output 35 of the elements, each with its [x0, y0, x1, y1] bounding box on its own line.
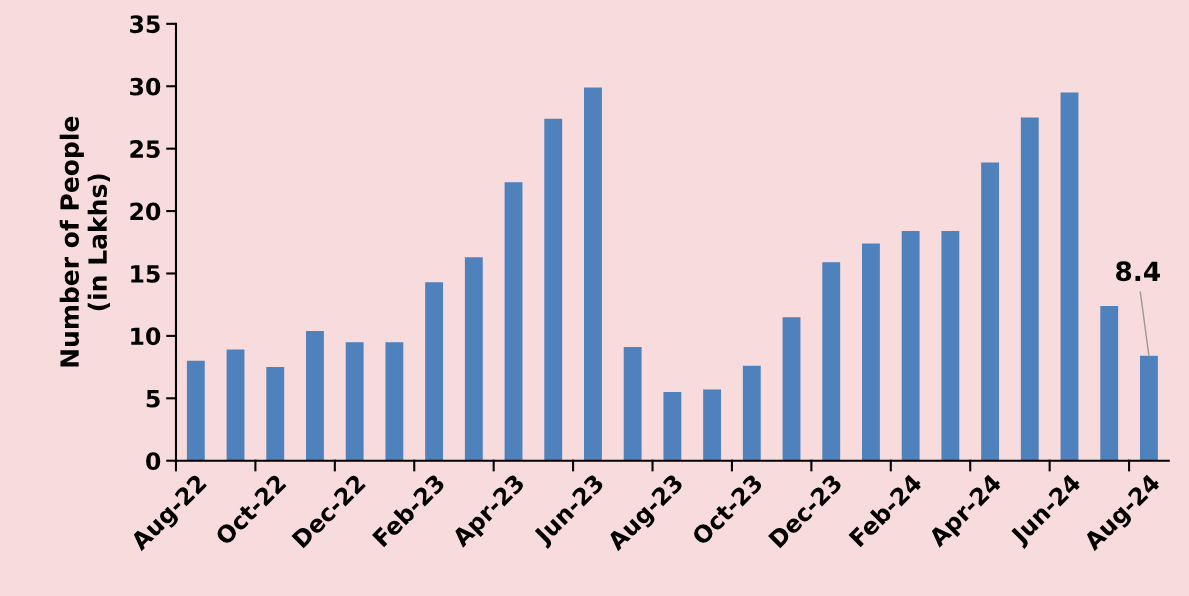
- bar: [186, 360, 205, 461]
- y-tick-label: 0: [146, 452, 161, 471]
- bar: [663, 392, 682, 461]
- bar: [941, 231, 960, 461]
- y-tick-label: 15: [131, 265, 160, 283]
- data-label: 8.4: [1116, 261, 1160, 282]
- bar: [862, 243, 880, 461]
- y-tick-label: 10: [131, 327, 161, 346]
- bar: [306, 330, 324, 461]
- bar: [822, 262, 841, 461]
- bar: [1140, 355, 1158, 461]
- bar: [345, 342, 364, 461]
- bar: [1060, 92, 1079, 461]
- y-tick-label: 20: [130, 202, 161, 221]
- bar: [226, 349, 245, 461]
- bar: [385, 342, 404, 461]
- bar: [425, 282, 444, 461]
- bar: [742, 365, 761, 461]
- bar: [584, 87, 602, 461]
- bar: [782, 317, 801, 461]
- bar: [504, 182, 523, 461]
- bar: [1100, 305, 1119, 461]
- bar: [464, 257, 483, 461]
- y-tick-label: 35: [130, 15, 160, 34]
- bar: [623, 347, 642, 461]
- y-axis-title: Number of People (in Lakhs): [59, 116, 110, 367]
- bar: [544, 118, 563, 461]
- y-tick-label: 5: [146, 390, 160, 408]
- bar: [1020, 117, 1039, 461]
- y-tick-label: 25: [130, 140, 160, 158]
- y-tick-label: 30: [130, 77, 161, 96]
- bar: [266, 367, 285, 461]
- bar: [901, 231, 920, 461]
- bar: [981, 162, 1000, 461]
- bar: [703, 389, 722, 461]
